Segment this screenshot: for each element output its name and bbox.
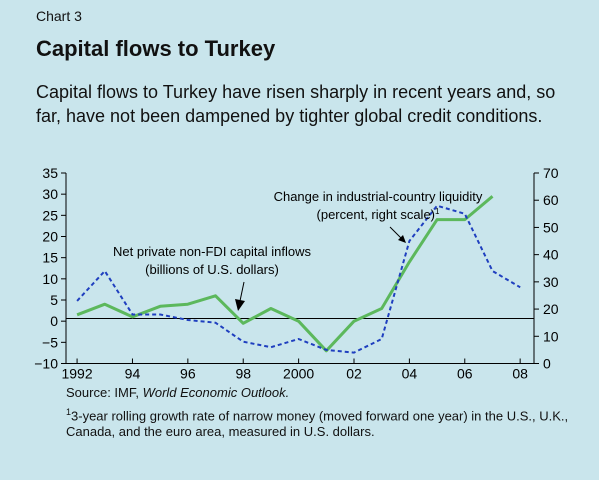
left-tick-label: 25 [42,207,58,223]
left-tick-label: 15 [42,250,58,266]
x-tick-label: 08 [512,366,528,381]
footnote: 13-year rolling growth rate of narrow mo… [66,407,569,440]
chart-number-label: Chart 3 [36,8,82,24]
right-tick-label: 10 [543,328,559,344]
right-tick-label: 60 [543,192,559,208]
annotation-inflows-line1: Net private non-FDI capital inflows [113,244,311,259]
left-tick-label: 20 [42,229,58,245]
footnote-marker: 1 [66,407,72,417]
x-tick-label: 1992 [61,366,92,381]
annotation-liquidity-arrowhead [398,235,406,243]
left-tick-label: 10 [42,271,58,287]
x-tick-label: 04 [402,366,418,381]
x-tick-label: 06 [457,366,473,381]
annotation-liquidity-line1: Change in industrial-country liquidity [274,189,483,204]
annotation-liquidity-arrow [389,226,403,240]
x-tick-label: 02 [346,366,362,381]
right-axis-ticks: 70 60 50 40 30 20 10 0 [534,165,559,372]
chart-title: Capital flows to Turkey [36,36,276,61]
annotation-inflows-arrow [239,281,245,302]
left-tick-label: −10 [34,356,58,372]
annotation-liquidity-line2: (percent, right scale)1 [317,207,441,222]
left-tick-label: 0 [50,313,58,329]
x-tick-label: 2000 [283,366,314,381]
annotation-inflows-arrowhead [235,299,245,311]
right-tick-label: 70 [543,165,559,181]
chart-subtitle: Capital flows to Turkey have risen sharp… [36,82,556,126]
source-note: Source: IMF, World Economic Outlook. [66,385,290,400]
right-tick-label: 50 [543,219,559,235]
left-tick-label: 35 [42,165,58,181]
left-tick-label: 30 [42,186,58,202]
series-line-inflows [76,195,494,353]
annotation-liquidity-marker: 1 [435,207,440,216]
series-layer [76,195,521,354]
x-axis-ticks: 1992 94 96 98 2000 02 04 06 08 [61,358,528,381]
right-tick-label: 0 [543,356,551,372]
left-tick-label: 5 [50,292,58,308]
right-tick-label: 40 [543,247,559,263]
series-line-liquidity [76,204,521,354]
x-tick-label: 98 [235,366,251,381]
annotation-inflows-line2: (billions of U.S. dollars) [145,262,279,277]
x-tick-label: 96 [180,366,196,381]
x-tick-label: 94 [125,366,141,381]
right-tick-label: 20 [543,301,559,317]
left-axis-ticks: 35 30 25 20 15 10 5 0 −10 −5 [34,165,66,372]
right-tick-label: 30 [543,274,559,290]
left-tick-label: −5 [42,334,58,350]
